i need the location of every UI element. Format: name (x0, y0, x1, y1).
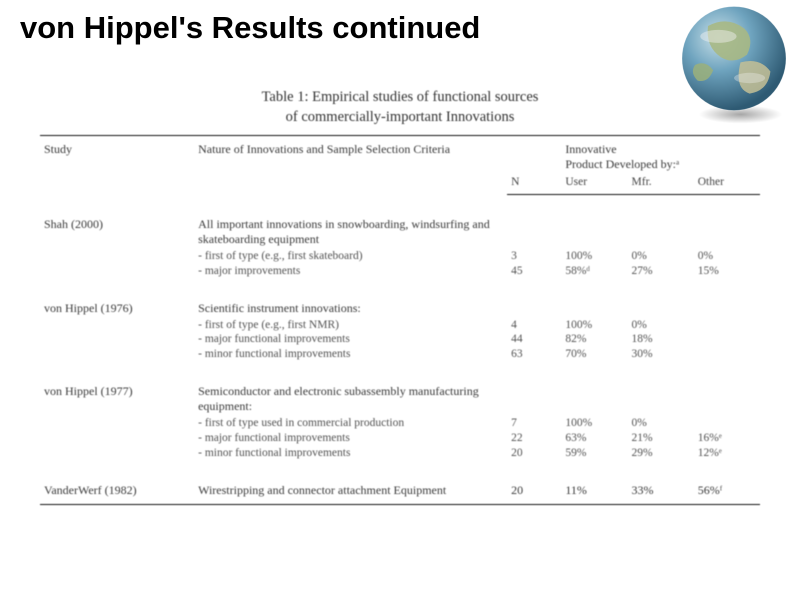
col-group-top: Innovative (565, 142, 756, 157)
cell-user: 63% (561, 431, 627, 446)
cell-user: 100% (561, 249, 627, 264)
cell-study: VanderWerf (1982) (40, 461, 194, 505)
cell-nature: - minor functional improvements (194, 347, 507, 362)
cell-other: 12%ᵉ (694, 446, 760, 461)
cell-user: 58%ᵈ (561, 264, 627, 279)
col-user: User (561, 174, 627, 195)
col-n: N (507, 174, 561, 195)
cell-study: von Hippel (1977) (40, 362, 194, 461)
table-row: Shah (2000) All important innovations in… (40, 195, 760, 249)
cell-nature: - minor functional improvements (194, 446, 507, 461)
cell-mfr: 29% (628, 446, 694, 461)
cell-nature: - major functional improvements (194, 332, 507, 347)
table-row: von Hippel (1977) Semiconductor and elec… (40, 362, 760, 416)
cell-mfr: 0% (628, 249, 694, 264)
cell-nature-head: Scientific instrument innovations: (194, 279, 507, 318)
page-title: von Hippel's Results continued (20, 10, 480, 46)
cell-n: 22 (507, 431, 561, 446)
cell-nature: - major functional improvements (194, 431, 507, 446)
cell-user: 11% (561, 461, 627, 505)
cell-study: von Hippel (1976) (40, 279, 194, 363)
results-table: Study Nature of Innovations and Sample S… (40, 135, 760, 505)
col-group-bottom: Product Developed by:ᵃ (565, 157, 756, 172)
table-caption: Table 1: Empirical studies of functional… (40, 88, 760, 127)
cell-n: 7 (507, 416, 561, 431)
cell-mfr: 30% (628, 347, 694, 362)
cell-user: 70% (561, 347, 627, 362)
cell-other (694, 347, 760, 362)
cell-mfr: 0% (628, 318, 694, 333)
cell-n: 63 (507, 347, 561, 362)
cell-other: 16%ᵉ (694, 431, 760, 446)
caption-line2: of commercially-important Innovations (286, 109, 515, 125)
cell-other (694, 416, 760, 431)
cell-study: Shah (2000) (40, 195, 194, 279)
caption-line1: Table 1: Empirical studies of functional… (262, 89, 539, 105)
cell-n: 4 (507, 318, 561, 333)
cell-nature: - first of type (e.g., first skateboard) (194, 249, 507, 264)
cell-n: 3 (507, 249, 561, 264)
cell-mfr: 0% (628, 416, 694, 431)
cell-nature: - first of type used in commercial produ… (194, 416, 507, 431)
col-other: Other (694, 174, 760, 195)
cell-other: 15% (694, 264, 760, 279)
cell-mfr: 21% (628, 431, 694, 446)
table-row: VanderWerf (1982) Wirestripping and conn… (40, 461, 760, 505)
table-row: von Hippel (1976) Scientific instrument … (40, 279, 760, 318)
cell-nature-head: Wirestripping and connector attachment E… (194, 461, 507, 505)
cell-nature: - major improvements (194, 264, 507, 279)
cell-other (694, 318, 760, 333)
cell-n: 45 (507, 264, 561, 279)
cell-nature: - first of type (e.g., first NMR) (194, 318, 507, 333)
table-container: Table 1: Empirical studies of functional… (40, 88, 760, 505)
cell-mfr: 27% (628, 264, 694, 279)
cell-nature-head: All important innovations in snowboardin… (194, 195, 507, 249)
cell-other: 56%ᶠ (694, 461, 760, 505)
cell-user: 100% (561, 318, 627, 333)
cell-mfr: 33% (628, 461, 694, 505)
cell-nature-head: Semiconductor and electronic subassembly… (194, 362, 507, 416)
slide: von Hippel's Results continued (0, 0, 799, 598)
col-nature: Nature of Innovations and Sample Selecti… (194, 136, 507, 195)
cell-n: 44 (507, 332, 561, 347)
cell-user: 59% (561, 446, 627, 461)
cell-n: 20 (507, 461, 561, 505)
col-study: Study (40, 136, 194, 195)
cell-n: 20 (507, 446, 561, 461)
col-mfr: Mfr. (628, 174, 694, 195)
cell-other: 0% (694, 249, 760, 264)
cell-mfr: 18% (628, 332, 694, 347)
cell-user: 82% (561, 332, 627, 347)
cell-user: 100% (561, 416, 627, 431)
cell-other (694, 332, 760, 347)
